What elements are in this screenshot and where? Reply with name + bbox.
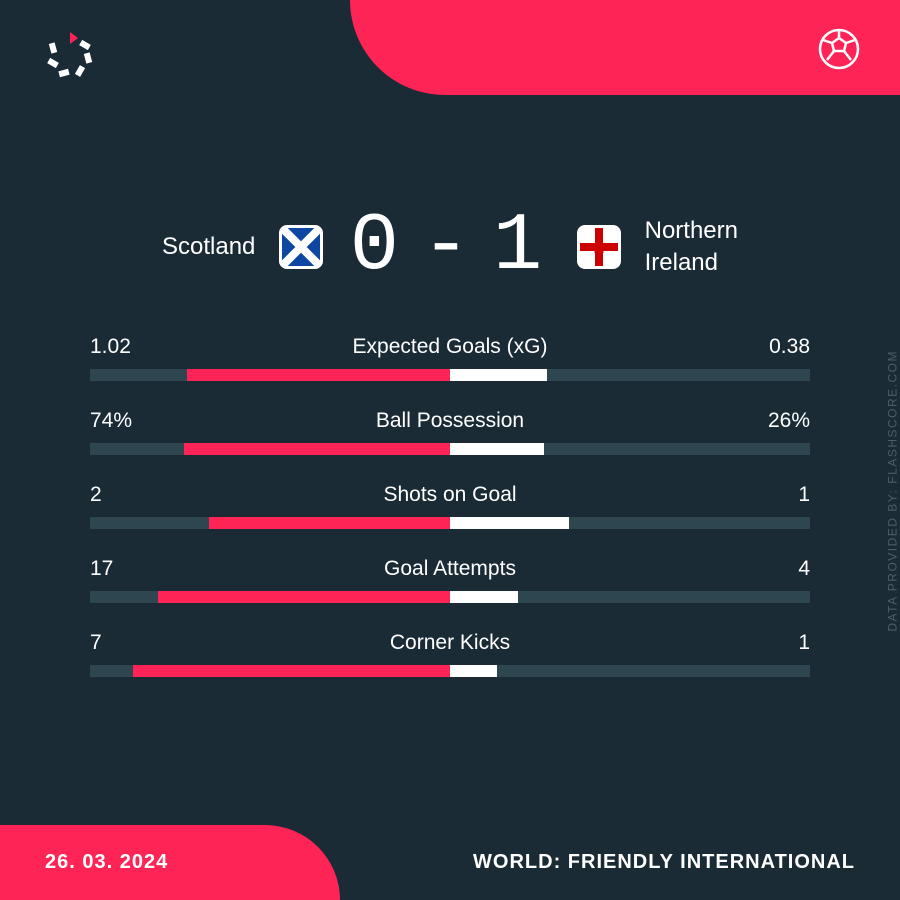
stat-home-value: 17 (90, 557, 160, 581)
away-team-name: NorthernIreland (645, 215, 785, 277)
stat-away-value: 26% (740, 409, 810, 433)
brand-logo (45, 30, 95, 80)
stat-row: 74% Ball Possession 26% (90, 409, 810, 455)
score-separator: - (421, 200, 478, 293)
stat-bar-home (187, 369, 450, 381)
stat-away-value: 1 (740, 631, 810, 655)
stat-row: 17 Goal Attempts 4 (90, 557, 810, 603)
competition-name: WORLD: FRIENDLY INTERNATIONAL (473, 851, 855, 874)
stat-row: 2 Shots on Goal 1 (90, 483, 810, 529)
home-flag-icon (279, 225, 323, 269)
stat-name: Corner Kicks (160, 631, 740, 655)
stat-away-value: 4 (740, 557, 810, 581)
away-flag-icon (577, 225, 621, 269)
stat-away-value: 1 (740, 483, 810, 507)
home-team-name: Scotland (115, 233, 255, 261)
stat-row: 7 Corner Kicks 1 (90, 631, 810, 677)
stat-bar-away (450, 443, 544, 455)
stat-bar-away (450, 517, 569, 529)
stat-bar-away (450, 665, 497, 677)
stat-name: Expected Goals (xG) (160, 335, 740, 359)
stat-home-value: 74% (90, 409, 160, 433)
stat-bar-away (450, 369, 547, 381)
stat-name: Shots on Goal (160, 483, 740, 507)
stat-row: 1.02 Expected Goals (xG) 0.38 (90, 335, 810, 381)
stat-bar-home (209, 517, 450, 529)
stat-bar-track (90, 369, 810, 381)
score-display: 0 - 1 (347, 200, 552, 293)
match-date: 26. 03. 2024 (45, 851, 168, 874)
away-score: 1 (491, 200, 553, 293)
attribution-text: DATA PROVIDED BY: FLASHSCORE.COM (886, 350, 900, 632)
stat-name: Goal Attempts (160, 557, 740, 581)
stat-away-value: 0.38 (740, 335, 810, 359)
football-icon (818, 28, 860, 70)
stat-bar-track (90, 591, 810, 603)
stat-home-value: 2 (90, 483, 160, 507)
score-section: Scotland 0 - 1 NorthernIreland (0, 200, 900, 293)
stat-bar-track (90, 443, 810, 455)
stat-bar-home (184, 443, 450, 455)
stat-home-value: 1.02 (90, 335, 160, 359)
stat-name: Ball Possession (160, 409, 740, 433)
stats-container: 1.02 Expected Goals (xG) 0.38 74% Ball P… (90, 335, 810, 705)
stat-bar-track (90, 665, 810, 677)
stat-bar-home (133, 665, 450, 677)
stat-bar-home (158, 591, 450, 603)
stat-home-value: 7 (90, 631, 160, 655)
stat-bar-away (450, 591, 518, 603)
home-score: 0 (347, 200, 409, 293)
stat-bar-track (90, 517, 810, 529)
